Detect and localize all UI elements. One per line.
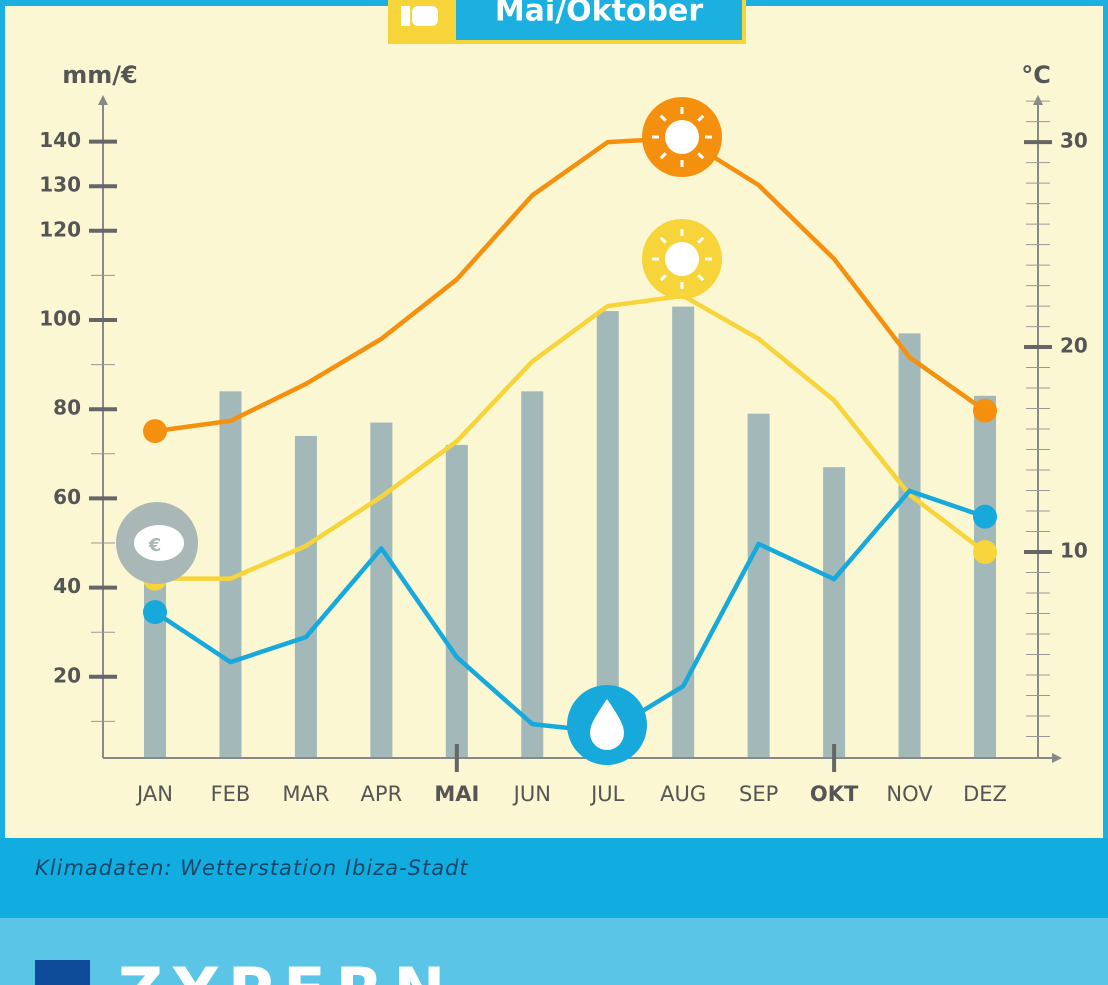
bar bbox=[445, 444, 468, 758]
y2-tick-label: 20 bbox=[1060, 334, 1088, 358]
bar bbox=[672, 306, 695, 758]
drop-shape bbox=[590, 699, 624, 750]
plot: mm/€ °C 20 40 60 80 100 120 130 140 10 20 30 JAN FEB MA… bbox=[39, 61, 1088, 806]
x-tick-label: MAI bbox=[434, 782, 479, 806]
y2-tick-label: 30 bbox=[1060, 129, 1088, 153]
next-band bbox=[0, 918, 1108, 985]
x-tick-label: APR bbox=[361, 782, 403, 806]
piggy-body bbox=[134, 525, 184, 561]
x-tick-label: SEP bbox=[739, 782, 778, 806]
bar bbox=[596, 311, 619, 758]
bar bbox=[974, 395, 996, 758]
bar bbox=[747, 413, 770, 758]
sun-core bbox=[665, 120, 699, 154]
y2-axis-arrow bbox=[1033, 95, 1043, 105]
y-tick-label: 40 bbox=[53, 574, 81, 598]
x-tick-label: NOV bbox=[886, 782, 933, 806]
end-dot bbox=[143, 419, 167, 444]
x-tick-label: JUL bbox=[589, 782, 625, 806]
sun-ray bbox=[697, 152, 705, 160]
piggy-euro: € bbox=[148, 535, 162, 556]
bar bbox=[219, 391, 242, 758]
bar bbox=[898, 333, 921, 758]
x-axis-arrow bbox=[1052, 753, 1062, 763]
flag-box bbox=[35, 960, 90, 985]
x-tick-label: DEZ bbox=[963, 782, 1007, 806]
next-section-title: ZYPERN bbox=[118, 954, 455, 985]
caption-band bbox=[0, 838, 1108, 918]
bar bbox=[294, 435, 317, 758]
y2-axis-label: °C bbox=[1021, 61, 1051, 89]
end-dot bbox=[973, 504, 997, 529]
x-tick-label: MAR bbox=[282, 782, 329, 806]
chart-background bbox=[5, 6, 1103, 838]
end-dot bbox=[973, 540, 997, 565]
sun-ray bbox=[697, 114, 705, 122]
sun-ray bbox=[659, 152, 667, 160]
x-tick-label: JUN bbox=[512, 782, 551, 806]
sun-ray bbox=[697, 274, 705, 282]
hand-icon bbox=[401, 6, 438, 26]
y-axis-label: mm/€ bbox=[62, 61, 137, 89]
sun-ray bbox=[659, 274, 667, 282]
end-dot bbox=[143, 600, 167, 625]
sun-ray bbox=[659, 236, 667, 244]
y-tick-label: 140 bbox=[39, 128, 81, 152]
caption: Klimadaten: Wetterstation Ibiza-Stadt bbox=[35, 856, 469, 880]
y-tick-label: 130 bbox=[39, 173, 81, 197]
banner-label-box bbox=[456, 0, 742, 40]
y-tick-label: 100 bbox=[39, 307, 81, 331]
end-dot bbox=[973, 398, 997, 423]
banner-title: Mai/Oktober bbox=[495, 0, 704, 29]
sun-core bbox=[665, 242, 699, 276]
bar bbox=[521, 391, 544, 758]
line bbox=[154, 135, 987, 434]
bar bbox=[823, 467, 846, 758]
y-tick-label: 80 bbox=[53, 396, 81, 420]
y-axis-arrow bbox=[98, 95, 108, 105]
y2-tick-label: 10 bbox=[1060, 539, 1088, 563]
x-tick-label: OKT bbox=[810, 782, 859, 806]
y-tick-label: 120 bbox=[39, 217, 81, 241]
sun-ray bbox=[697, 236, 705, 244]
bar bbox=[370, 422, 393, 758]
x-tick-label: JAN bbox=[135, 782, 173, 806]
sun-ray bbox=[659, 114, 667, 122]
line bbox=[155, 293, 987, 581]
y-tick-label: 20 bbox=[53, 663, 81, 687]
bar bbox=[144, 569, 166, 758]
x-tick-label: AUG bbox=[660, 782, 706, 806]
x-tick-label: FEB bbox=[211, 782, 251, 806]
y-tick-label: 60 bbox=[53, 485, 81, 509]
